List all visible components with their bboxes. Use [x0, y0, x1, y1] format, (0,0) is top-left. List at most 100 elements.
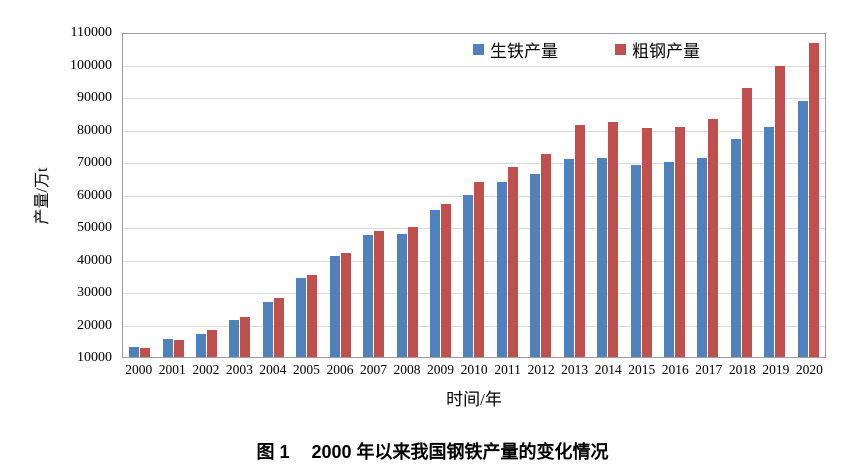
bar-series1-2017: [708, 119, 719, 357]
bar-series1-2019: [775, 65, 786, 357]
legend-label-1: 粗钢产量: [632, 42, 700, 61]
gridline-80000: [123, 130, 825, 132]
figure-caption-text: 2000 年以来我国钢铁产量的变化情况: [311, 442, 609, 462]
bar-series1-2003: [240, 317, 251, 357]
y-tick-label-60000: 60000: [77, 187, 112, 203]
bar-group-2017: [691, 34, 724, 357]
gridline-70000: [123, 163, 825, 164]
x-tick-label-2016: 2016: [661, 362, 689, 377]
bar-series1-2005: [307, 274, 318, 357]
bar-series0-2000: [129, 346, 140, 357]
gridline-90000: [123, 98, 825, 99]
x-tick-label-2007: 2007: [359, 362, 387, 377]
bar-series0-2009: [430, 210, 440, 357]
bar-group-2008: [390, 34, 423, 357]
legend-swatch-icon-0: [473, 44, 484, 55]
legend-swatch-icon-1: [615, 44, 626, 55]
x-tick-label-2019: 2019: [762, 362, 790, 377]
x-tick-label-2009: 2009: [427, 362, 455, 377]
gridline-30000: [123, 293, 825, 294]
x-tick-label-2017: 2017: [695, 362, 723, 377]
x-tick-label-2000: 2000: [125, 362, 153, 377]
legend-item-0: 生铁产量: [473, 37, 558, 62]
x-tick-label-2005: 2005: [292, 362, 320, 377]
bar-series1-2000: [140, 347, 151, 357]
bar-series0-2010: [463, 195, 474, 357]
gridline-100000: [123, 65, 825, 67]
bar-group-2007: [357, 34, 390, 357]
bar-series1-2007: [374, 230, 385, 357]
x-tick-label-2010: 2010: [460, 362, 488, 377]
bar-group-2019: [758, 34, 791, 357]
bar-group-2005: [290, 34, 323, 357]
x-tick-label-2004: 2004: [259, 362, 287, 377]
bar-group-2010: [457, 34, 490, 357]
bar-series0-2012: [530, 173, 541, 357]
bar-series0-2004: [262, 302, 273, 357]
legend-item-1: 粗钢产量: [615, 37, 700, 62]
y-tick-label-110000: 110000: [70, 25, 112, 40]
bar-group-2012: [524, 34, 557, 357]
y-tick-label-30000: 30000: [77, 285, 112, 300]
bar-series0-2006: [329, 255, 340, 357]
y-tick-label-70000: 70000: [77, 155, 112, 170]
bar-series0-2002: [196, 333, 207, 357]
x-tick-label-2011: 2011: [494, 362, 521, 377]
bar-series1-2006: [340, 253, 351, 357]
bar-series0-2019: [764, 126, 775, 357]
x-tick-label-2013: 2013: [561, 362, 589, 377]
bar-series1-2014: [608, 122, 619, 357]
figure-caption: 图 1 2000 年以来我国钢铁产量的变化情况: [0, 438, 865, 464]
x-axis-title: 时间/年: [446, 390, 502, 409]
bar-series0-2016: [663, 162, 674, 357]
legend: 生铁产量 粗钢产量: [473, 37, 700, 62]
bar-series1-2009: [441, 203, 451, 357]
y-tick-label-10000: 10000: [77, 350, 112, 365]
bar-group-2002: [190, 34, 223, 357]
bar-group-2015: [624, 34, 657, 357]
bar-series1-2010: [474, 182, 485, 357]
y-tick-label-90000: 90000: [77, 90, 112, 105]
bar-series1-2004: [273, 297, 284, 357]
gridline-20000: [123, 325, 825, 327]
plot-area: 生铁产量 粗钢产量: [122, 33, 826, 358]
bar-series1-2011: [507, 166, 518, 357]
bar-series0-2013: [563, 158, 574, 357]
bar-series1-2001: [173, 340, 184, 357]
bar-group-2004: [257, 34, 290, 357]
x-tick-label-2015: 2015: [628, 362, 656, 377]
y-tick-label-100000: 100000: [70, 57, 112, 73]
x-tick-label-2003: 2003: [225, 362, 253, 377]
y-tick-label-40000: 40000: [77, 252, 112, 268]
bar-series1-2002: [207, 330, 218, 357]
x-tick-label-2006: 2006: [326, 362, 354, 377]
bar-series0-2014: [597, 158, 608, 357]
x-tick-label-2018: 2018: [728, 362, 756, 377]
bar-series1-2012: [541, 154, 552, 357]
gridline-50000: [123, 228, 825, 229]
bar-group-2016: [658, 34, 691, 357]
bar-series0-2015: [630, 164, 641, 357]
bar-group-2020: [791, 34, 824, 357]
y-tick-label-20000: 20000: [77, 317, 112, 333]
x-axis-tick-labels: 2000 2001 2002 2003 2004 2005 2006 2007 2008 2009…: [122, 362, 826, 378]
gridline-60000: [123, 195, 825, 197]
y-tick-label-80000: 80000: [77, 122, 112, 138]
bar-series1-2013: [574, 125, 585, 357]
bar-groups: [123, 34, 825, 357]
bar-series1-2020: [808, 43, 819, 357]
bar-group-2014: [591, 34, 624, 357]
x-tick-label-2001: 2001: [158, 362, 186, 377]
bar-series1-2018: [741, 87, 752, 357]
legend-label-0: 生铁产量: [490, 42, 558, 61]
bar-series0-2003: [229, 319, 240, 357]
x-tick-label-2020: 2020: [795, 362, 823, 377]
x-tick-label-2008: 2008: [393, 362, 421, 377]
bar-series0-2001: [162, 338, 173, 357]
bar-group-2018: [725, 34, 758, 357]
bar-group-2000: [123, 34, 156, 357]
bar-group-2003: [223, 34, 256, 357]
bar-group-2009: [424, 34, 457, 357]
bar-series1-2015: [641, 128, 652, 357]
bar-series0-2020: [797, 100, 808, 357]
